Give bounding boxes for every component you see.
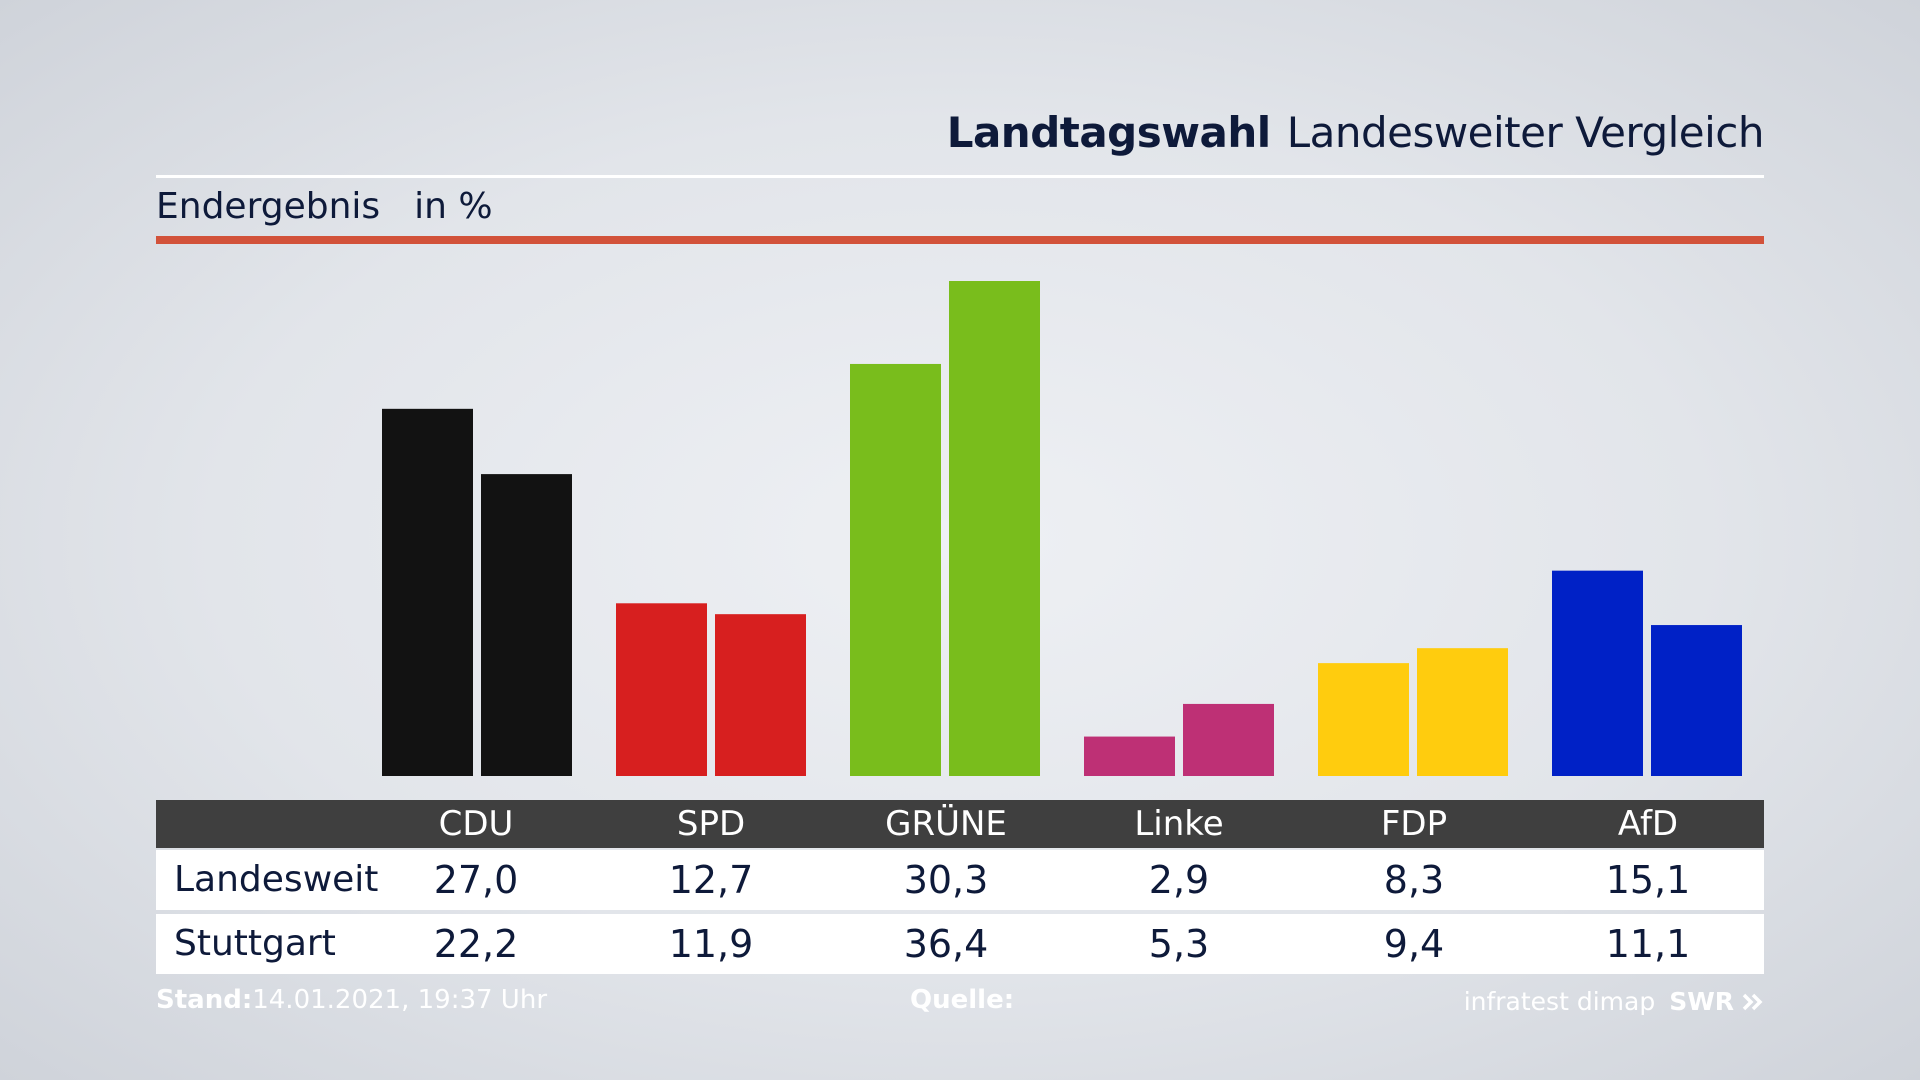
table-cell: 30,3: [903, 858, 989, 902]
unit-label: in %: [414, 186, 493, 227]
bar-spd-landesweit: [616, 603, 707, 776]
bar-cdu-landesweit: [382, 408, 473, 776]
table-header-cell: AfD: [1617, 804, 1679, 844]
bar-fdp-landesweit: [1318, 663, 1409, 776]
table-cell: 12,7: [668, 858, 754, 902]
table-row: Stuttgart 22,2 11,9 36,4 5,3 9,4 11,1: [156, 914, 1764, 974]
footer-timestamp: Stand:14.01.2021, 19:37 Uhr: [156, 985, 547, 1015]
table-cell: 5,3: [1148, 922, 1210, 966]
bar-fdp-stuttgart: [1417, 648, 1508, 776]
table-cell: 22,2: [433, 922, 519, 966]
bar-cdu-stuttgart: [481, 474, 572, 776]
table-cell: 2,9: [1148, 858, 1210, 902]
stand-label: Stand:: [156, 985, 253, 1015]
table-cell: 36,4: [903, 922, 989, 966]
table-header-cell: GRÜNE: [885, 804, 1007, 844]
footer-source: infratest dimap SWR: [1464, 987, 1764, 1016]
header-divider: [156, 175, 1764, 178]
title-rest: Landesweiter Vergleich: [1286, 108, 1765, 157]
bar-linke-landesweit: [1084, 736, 1175, 776]
table-cell: 27,0: [433, 858, 519, 902]
bar-afd-stuttgart: [1651, 625, 1742, 776]
table-cell: 8,3: [1383, 858, 1445, 902]
bar-linke-stuttgart: [1183, 703, 1274, 776]
table-cell: 15,1: [1605, 858, 1691, 902]
footer-source-label: Quelle:: [910, 985, 1015, 1015]
table-header-cell: CDU: [438, 804, 514, 844]
bar-afd-landesweit: [1552, 570, 1643, 776]
page-title: Landtagswahl Landesweiter Vergleich: [946, 108, 1765, 157]
result-label: Endergebnis: [156, 186, 381, 227]
table-cell: 11,9: [668, 922, 754, 966]
source-name: infratest dimap: [1463, 987, 1656, 1016]
title-bold: Landtagswahl: [946, 108, 1272, 157]
accent-divider: [156, 236, 1764, 244]
row-label: Stuttgart: [174, 923, 336, 964]
bar-grüne-stuttgart: [949, 281, 1040, 776]
bar-grüne-landesweit: [850, 363, 941, 776]
brand-logo: SWR: [1669, 987, 1735, 1016]
table-header-cell: SPD: [676, 804, 746, 844]
table-header-cell: Linke: [1134, 804, 1224, 844]
table-cell: 11,1: [1605, 922, 1691, 966]
table-cell: 9,4: [1383, 922, 1445, 966]
bar-spd-stuttgart: [715, 614, 806, 776]
table-header-cell: FDP: [1380, 804, 1448, 844]
table-header: CDU SPD GRÜNE Linke FDP AfD: [156, 800, 1764, 848]
chart-subtitle: Endergebnis in %: [156, 186, 493, 227]
row-label: Landesweit: [174, 859, 379, 900]
stand-value: 14.01.2021, 19:37 Uhr: [252, 985, 548, 1015]
table-row: Landesweit 27,0 12,7 30,3 2,9 8,3 15,1: [156, 850, 1764, 910]
double-chevron-right-icon: [1742, 993, 1763, 1011]
